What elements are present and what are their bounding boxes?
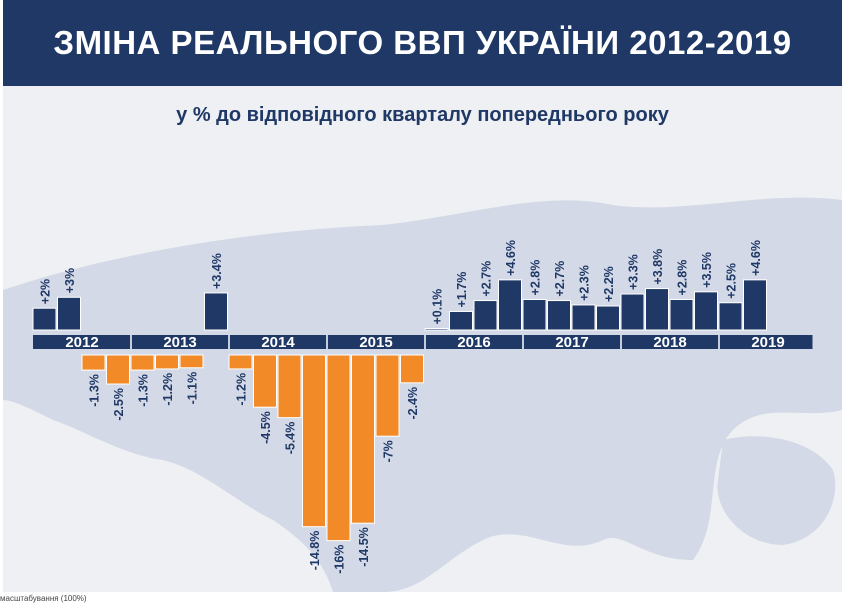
bar <box>498 279 522 331</box>
value-label: -1.1% <box>186 372 200 405</box>
bar <box>375 354 400 437</box>
value-label: +3.5% <box>700 252 714 288</box>
value-label: -1.3% <box>88 374 102 407</box>
gdp-chart: 2012 2013 2014 2015 2016 2017 2018 2019 +2% +3% -… <box>3 197 842 592</box>
bar <box>669 298 694 331</box>
value-label: +3.8% <box>651 249 665 285</box>
bar <box>228 354 253 370</box>
value-label: +2% <box>39 279 53 304</box>
value-label: -1.3% <box>137 374 151 407</box>
value-label: +2.3% <box>578 265 592 301</box>
value-label: +2.7% <box>553 261 567 297</box>
value-labels-layer: +2% +3% -1.3% -2.5% -1.3% -1.2% -1.1% +3.4% -1.2… <box>39 240 764 574</box>
bar <box>179 354 204 369</box>
value-label: -1.2% <box>161 373 175 406</box>
year-label: 2014 <box>261 334 295 351</box>
value-label: -4.5% <box>259 411 273 444</box>
value-label: -14.8% <box>308 531 322 571</box>
year-band <box>33 335 813 349</box>
value-label: -2.4% <box>406 387 420 420</box>
bar <box>694 291 718 331</box>
value-label: +0.1% <box>431 289 445 325</box>
bar <box>620 293 645 331</box>
value-label: +2.2% <box>602 266 616 302</box>
value-label: -7% <box>382 440 396 462</box>
bar <box>57 296 81 331</box>
year-label: 2018 <box>653 334 686 351</box>
bar <box>473 300 498 331</box>
year-label: 2013 <box>163 334 196 351</box>
bar <box>277 354 302 419</box>
bar <box>130 354 155 371</box>
bar <box>253 354 277 408</box>
year-axis: 2012 2013 2014 2015 2016 2017 2018 2019 <box>33 334 813 351</box>
bar <box>351 354 375 524</box>
bar <box>106 354 130 385</box>
chart-subtitle: у % до відповідного кварталу попередньог… <box>176 104 669 126</box>
value-label: +4.6% <box>504 240 518 276</box>
value-label: +2.8% <box>676 260 690 296</box>
bar <box>718 302 743 331</box>
bar <box>547 300 571 331</box>
year-label: 2015 <box>359 334 392 351</box>
value-label: -5.4% <box>284 422 298 455</box>
value-label: +3% <box>63 268 77 293</box>
value-label: +3.3% <box>627 254 641 290</box>
year-label: 2012 <box>65 334 98 351</box>
bar <box>424 328 449 331</box>
year-label: 2019 <box>751 334 784 351</box>
bar <box>81 354 106 371</box>
bar <box>400 354 424 384</box>
value-label: +2.7% <box>480 261 494 297</box>
bar <box>596 305 620 331</box>
bar <box>449 310 473 331</box>
value-label: -1.2% <box>235 373 249 406</box>
bar <box>302 354 326 528</box>
bar <box>743 279 767 331</box>
bar <box>326 354 351 542</box>
title-banner: ЗМІНА РЕАЛЬНОГО ВВП УКРАЇНИ 2012-2019 <box>3 0 842 86</box>
value-label: +2.5% <box>725 263 739 299</box>
bar <box>522 298 547 331</box>
bar <box>204 292 228 331</box>
bars-layer <box>32 279 767 542</box>
background-map <box>3 197 842 592</box>
bar <box>571 304 596 331</box>
value-label: +4.6% <box>749 240 763 276</box>
bar <box>645 288 669 331</box>
bar <box>155 354 179 370</box>
value-label: -16% <box>333 545 347 574</box>
zoom-status: масштабування (100%) <box>0 594 87 603</box>
value-label: -2.5% <box>112 388 126 421</box>
page-title: ЗМІНА РЕАЛЬНОГО ВВП УКРАЇНИ 2012-2019 <box>53 24 792 61</box>
bar <box>32 307 57 331</box>
value-label: +3.4% <box>210 253 224 289</box>
value-label: +2.8% <box>529 260 543 296</box>
chart-frame: 2012 2013 2014 2015 2016 2017 2018 2019 +2% +3% -… <box>3 0 842 592</box>
value-label: +1.7% <box>455 272 469 308</box>
year-label: 2017 <box>555 334 588 351</box>
year-label: 2016 <box>457 334 490 351</box>
value-label: -14.5% <box>357 527 371 567</box>
